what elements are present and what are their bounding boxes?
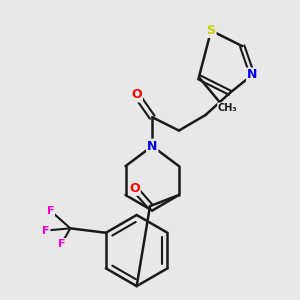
Text: F: F <box>42 226 50 236</box>
Text: N: N <box>147 140 158 153</box>
Text: F: F <box>46 206 54 216</box>
Text: N: N <box>247 68 257 82</box>
Text: CH₃: CH₃ <box>218 103 238 113</box>
Text: O: O <box>131 88 142 101</box>
Text: F: F <box>58 239 65 249</box>
Text: S: S <box>207 24 216 37</box>
Text: O: O <box>129 182 140 195</box>
